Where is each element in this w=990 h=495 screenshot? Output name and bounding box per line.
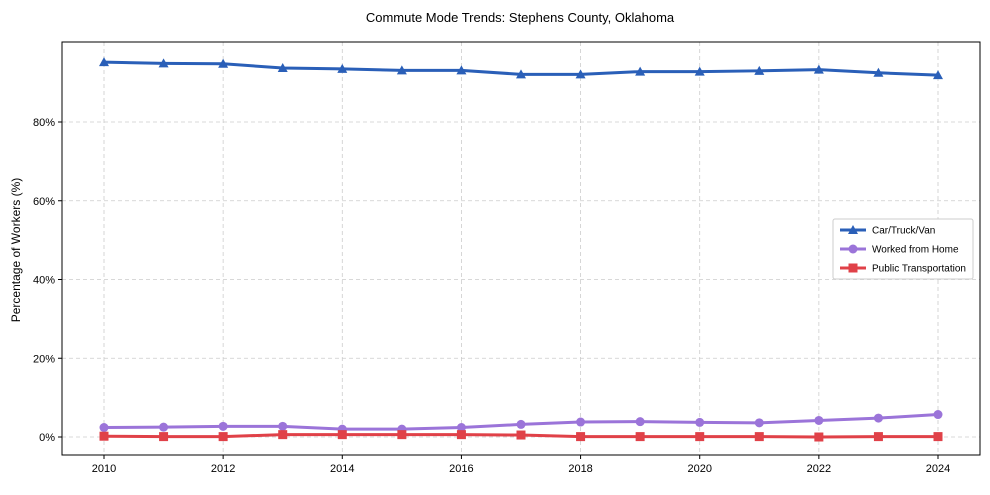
legend: Car/Truck/Van Worked from Home Public Tran… (832, 218, 974, 280)
data-point (933, 432, 943, 442)
data-point (933, 70, 943, 80)
data-point (99, 423, 109, 433)
data-point (814, 415, 824, 425)
data-point (277, 63, 288, 73)
data-point (456, 65, 467, 75)
data-point (754, 432, 764, 442)
data-point (456, 423, 466, 433)
data-point (575, 69, 586, 79)
legend-marker (848, 244, 858, 254)
x-tick-label: 2024 (926, 463, 950, 475)
data-point (516, 419, 526, 429)
data-point (218, 432, 228, 442)
y-tick-label: 60% (33, 196, 55, 208)
legend-marker (848, 263, 858, 273)
x-tick-label: 2022 (807, 463, 831, 475)
x-tick-label: 2010 (92, 463, 116, 475)
data-point (397, 430, 407, 440)
series-worked-from-home (99, 410, 943, 434)
chart-title: Commute Mode Trends: Stephens County, Ok… (366, 10, 675, 25)
data-point (218, 58, 229, 68)
data-point (576, 432, 586, 442)
y-tick-label: 20% (33, 353, 55, 365)
series-car-truck-van (99, 57, 943, 80)
plot-frame (61, 41, 981, 456)
x-tick-label: 2016 (449, 463, 473, 475)
data-point (99, 57, 109, 67)
x-tick-label: 2018 (568, 463, 592, 475)
data-point (694, 66, 705, 76)
data-point (159, 432, 169, 442)
x-tick-label: 2012 (211, 463, 235, 475)
data-point (695, 417, 705, 427)
data-point (159, 422, 169, 432)
data-point (635, 417, 645, 427)
data-point (635, 66, 646, 76)
data-point (99, 431, 109, 441)
data-point (396, 65, 407, 75)
data-point (933, 410, 943, 420)
data-point (516, 69, 526, 79)
y-tick-label: 40% (33, 275, 55, 287)
data-point (576, 417, 586, 427)
x-tick-label: 2014 (330, 463, 354, 475)
legend-box (832, 218, 974, 280)
x-tick-label: 2020 (687, 463, 711, 475)
data-point (337, 63, 348, 73)
y-tick-label: 80% (33, 117, 55, 129)
data-point (813, 64, 824, 74)
data-point (218, 421, 228, 431)
data-point (158, 58, 169, 68)
data-point (873, 67, 884, 77)
data-point (873, 432, 883, 442)
legend-label: Public Transportation (872, 264, 966, 275)
data-point (337, 430, 347, 440)
data-point (754, 65, 765, 75)
data-point (635, 432, 645, 442)
data-point (456, 430, 466, 440)
data-point (873, 413, 883, 423)
data-point (695, 432, 705, 442)
y-axis-label: Percentage of Workers (%) (9, 178, 23, 323)
legend-label: Car/Truck/Van (872, 226, 935, 237)
data-point (278, 430, 288, 440)
legend-label: Worked from Home (872, 245, 959, 256)
data-point (754, 418, 764, 428)
y-tick-label: 0% (39, 432, 55, 444)
data-point (278, 421, 288, 431)
data-point (516, 430, 526, 440)
data-point (814, 432, 824, 442)
legend-marker (848, 225, 858, 234)
series-public-transportation (99, 430, 943, 442)
